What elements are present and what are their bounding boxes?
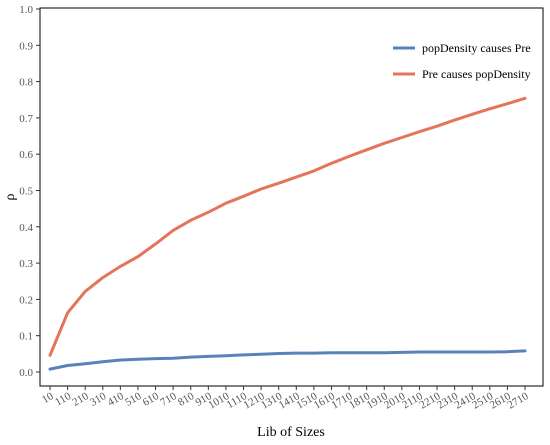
y-tick-label: 0.1 (19, 331, 33, 343)
y-tick-label: 0.9 (19, 40, 33, 52)
y-tick-label: 0.2 (19, 294, 33, 306)
x-tick-label: 2710 (505, 390, 530, 412)
legend-label: Pre causes popDensity (422, 67, 531, 81)
y-tick-label: 0.0 (19, 367, 33, 379)
y-axis: 0.0 0.1 0.2 0.3 0.4 0.5 0.6 0.7 0.8 0.9 1.0 (19, 4, 40, 379)
y-tick-label: 1.0 (19, 4, 33, 16)
y-tick-label: 0.6 (19, 149, 33, 161)
y-tick-label: 0.5 (19, 186, 33, 198)
series-line-1 (48, 349, 527, 371)
y-tick-label: 0.7 (19, 113, 33, 125)
x-axis-title: Lib of Sizes (257, 425, 325, 440)
y-tick-label: 0.3 (19, 258, 33, 270)
y-tick-label: 0.8 (19, 77, 33, 89)
series-lines (48, 96, 527, 371)
y-tick-label: 0.4 (19, 222, 33, 234)
legend-label: popDensity causes Pre (422, 41, 531, 55)
legend: popDensity causes Pre Pre causes popDensi… (393, 41, 531, 81)
plot-panel (39, 7, 544, 387)
y-axis-title: ρ (3, 194, 18, 201)
series-line-2 (48, 96, 527, 357)
x-axis: 1011021031041051061071081091010101110121… (40, 386, 531, 412)
